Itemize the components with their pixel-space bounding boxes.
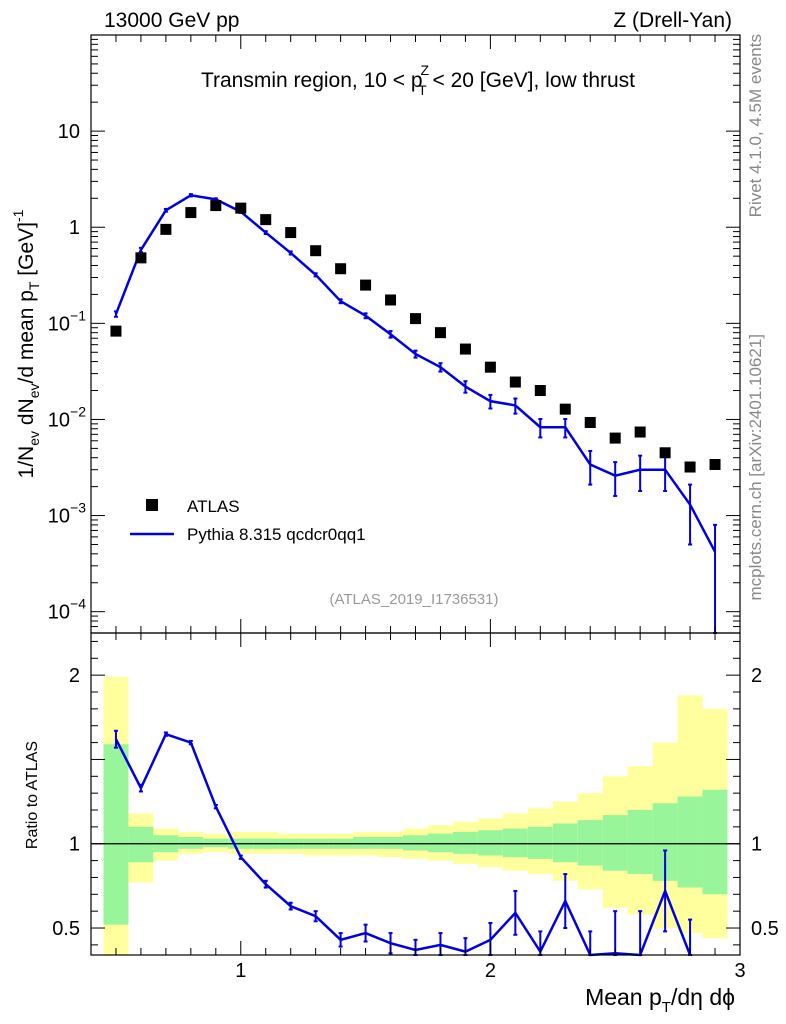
atlas-point — [709, 458, 721, 470]
x-tick-label: 1 — [235, 960, 246, 982]
ratio-y-tick-label: 0.5 — [52, 918, 80, 940]
atlas-point — [410, 313, 421, 325]
main-y-tick-label: 10−4 — [48, 596, 86, 624]
main-y-tick-label: 10−3 — [48, 500, 86, 528]
atlas-point — [684, 461, 696, 473]
header-right: Z (Drell-Yan) — [613, 9, 732, 32]
inner-band-bin — [627, 810, 653, 875]
axes: 10 1 10−1 10−2 10−3 10−4 1 2 3 0.5 0.5 1 1 2 2 — [48, 34, 779, 982]
header-left: 13000 GeV pp — [104, 9, 239, 32]
inner-band-bin — [452, 831, 478, 854]
atlas-point — [385, 294, 397, 306]
atlas-point — [135, 252, 147, 264]
inner-band-bin — [702, 789, 728, 895]
inner-band-bin — [203, 838, 229, 848]
atlas-point — [559, 403, 571, 415]
atlas-point — [484, 361, 496, 373]
atlas-point — [360, 279, 372, 291]
inner-band-bin — [577, 820, 603, 866]
atlas-point — [260, 214, 272, 226]
legend-atlas-marker — [146, 499, 158, 511]
atlas-point — [185, 207, 197, 219]
atlas-point — [434, 327, 446, 339]
atlas-point — [634, 426, 646, 438]
main-y-tick-label: 10−1 — [48, 307, 86, 335]
atlas-point — [335, 263, 347, 275]
inner-band-bin — [502, 828, 528, 858]
main-y-tick-label: 1 — [69, 217, 80, 239]
atlas-point — [160, 223, 172, 235]
atlas-point — [659, 447, 671, 459]
atlas-point — [110, 325, 122, 337]
ratio-uncertainty-bands — [103, 676, 728, 955]
atlas-point — [210, 200, 222, 212]
ratio-y-tick-label-right: 1 — [751, 834, 762, 856]
ratio-y-tick-label: 1 — [69, 834, 80, 856]
pythia-line — [114, 193, 717, 553]
main-plot-marks — [110, 193, 721, 634]
main-y-tick-label: 10−2 — [48, 403, 86, 431]
atlas-point — [285, 227, 297, 239]
atlas-point — [509, 376, 521, 388]
mcplots-label: mcplots.cern.ch [arXiv:2401.10621] — [746, 334, 765, 600]
inner-band-bin — [128, 826, 154, 863]
x-axis-label: Mean pT/dη dϕ — [585, 984, 735, 1016]
x-tick-label: 2 — [485, 960, 496, 982]
inner-band-bin — [378, 836, 404, 849]
atlas-point — [459, 343, 471, 355]
inner-band-bin — [427, 833, 453, 853]
inner-band-bin — [527, 826, 553, 859]
analysis-watermark: (ATLAS_2019_I1736531) — [329, 591, 498, 608]
inner-band-bin — [677, 796, 703, 888]
inner-band-bin — [178, 836, 204, 849]
atlas-point — [235, 202, 247, 214]
main-y-tick-label: 10 — [58, 121, 80, 143]
inner-band-bin — [477, 830, 503, 856]
inner-band-bin — [403, 835, 428, 851]
ratio-y-tick-label-right: 0.5 — [751, 918, 779, 940]
inner-band-bin — [602, 815, 628, 871]
inner-band-bin — [552, 823, 578, 863]
ratio-y-tick-label-right: 2 — [751, 665, 762, 687]
atlas-point — [534, 385, 546, 397]
legend-pythia-label: Pythia 8.315 qcdcr0qq1 — [187, 525, 366, 544]
main-title: Transmin region, 10 < pZ T < 20 [GeV], lo… — [201, 62, 635, 98]
rivet-label: Rivet 4.1.0, 4.5M events — [746, 34, 765, 217]
main-ylabel: 1/Nev dNev/d mean pT [GeV]-1 — [10, 209, 42, 478]
atlas-point — [584, 416, 596, 428]
inner-band-bin — [103, 744, 129, 925]
atlas-point — [609, 432, 621, 444]
x-tick-label: 3 — [734, 960, 745, 982]
legend-atlas-label: ATLAS — [187, 497, 240, 516]
inner-band-bin — [353, 836, 379, 849]
ratio-ylabel: Ratio to ATLAS — [24, 741, 41, 849]
ratio-y-tick-label: 2 — [69, 665, 80, 687]
atlas-point — [310, 245, 322, 257]
